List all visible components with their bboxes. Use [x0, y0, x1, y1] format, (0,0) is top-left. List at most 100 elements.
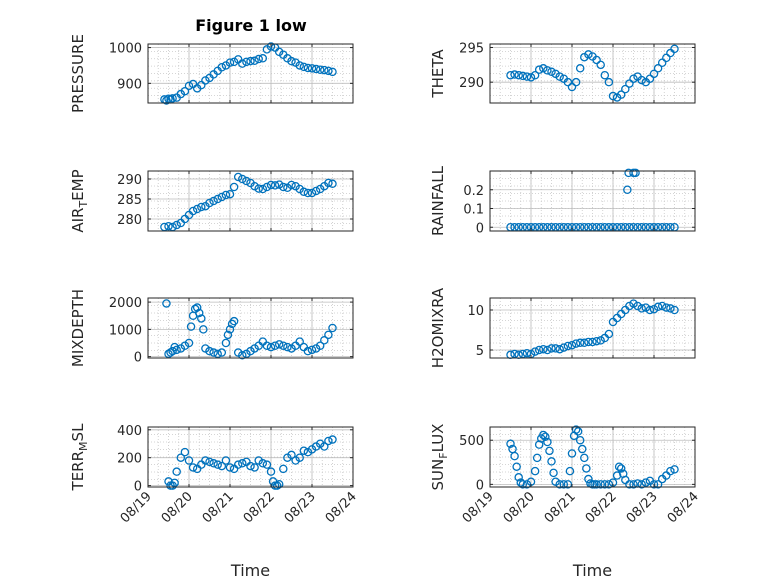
subplot-6: 5 10 H2OMIXRA [429, 287, 696, 368]
data-point [567, 449, 577, 458]
data-point [192, 204, 202, 214]
axes-box [147, 297, 354, 359]
data-series [506, 425, 679, 489]
data-point [596, 336, 605, 345]
data-point [299, 62, 309, 72]
subplot-4: 0 0.1 0.2 RAINFALL [429, 165, 696, 236]
data-point [559, 343, 569, 352]
data-point [510, 451, 519, 461]
data-point [514, 473, 523, 482]
data-point [238, 459, 247, 468]
data-point [172, 220, 181, 230]
data-point [307, 64, 317, 73]
data-point [662, 53, 671, 63]
y-axis-label: TERRMSL [69, 423, 90, 492]
y-tick-label: 0 [134, 480, 142, 495]
data-point [633, 301, 642, 311]
y-axis-label: AIRTEMP [69, 169, 90, 232]
data-point [266, 180, 276, 190]
data-point [221, 338, 231, 348]
data-point [518, 480, 528, 489]
data-point [532, 453, 542, 463]
y-tick-label: 10 [467, 304, 484, 319]
data-point [162, 299, 171, 308]
data-point [315, 341, 325, 350]
data-point [287, 180, 296, 190]
data-point [311, 64, 321, 74]
data-point [629, 74, 638, 83]
data-point [197, 202, 206, 212]
data-point [328, 435, 337, 444]
data-point [512, 462, 521, 471]
data-point [547, 344, 556, 353]
data-point [547, 67, 556, 77]
y-tick-label: 1000 [109, 42, 142, 57]
data-point [526, 73, 536, 82]
data-point [295, 61, 304, 70]
data-series [164, 435, 337, 490]
data-point [653, 302, 663, 312]
data-series [506, 299, 679, 360]
data-point [582, 464, 591, 473]
data-point [258, 184, 268, 194]
y-tick-label: 5 [476, 344, 484, 359]
subplot-1: 900 1000 PRESSURE [69, 34, 354, 113]
data-point [184, 338, 194, 348]
y-tick-label: 285 [117, 193, 142, 208]
data-point [522, 72, 532, 81]
subplot-3: 280 285 290 AIRTEMP [69, 169, 354, 233]
y-tick-label: 0.1 [463, 203, 484, 218]
data-point [625, 480, 634, 489]
data-point [225, 463, 235, 472]
data-point [184, 456, 194, 465]
data-point [279, 182, 288, 192]
data-point [328, 179, 337, 189]
y-axis-label: H2OMIXRA [429, 287, 447, 368]
data-point [254, 54, 263, 64]
data-point [238, 351, 247, 360]
data-point [274, 479, 284, 489]
data-point [205, 457, 214, 467]
data-point [575, 435, 585, 445]
data-point [242, 57, 251, 67]
data-point [320, 65, 329, 75]
axes-box [489, 297, 696, 359]
y-axis-label-rest: EMP [69, 169, 87, 200]
data-point [303, 346, 313, 356]
y-axis-label-sub: F [437, 452, 450, 458]
data-point [623, 185, 632, 194]
data-point [223, 330, 233, 340]
data-point [272, 481, 282, 490]
data-point [657, 58, 667, 67]
x-axis-label: Time [230, 561, 270, 580]
data-point [637, 75, 646, 85]
data-point [246, 461, 255, 471]
data-point [543, 437, 552, 447]
y-tick-label: 900 [117, 77, 142, 92]
data-point [641, 478, 651, 487]
data-point [645, 74, 655, 83]
data-point [510, 70, 519, 79]
data-point [168, 94, 177, 103]
data-point [250, 463, 259, 472]
data-point [575, 338, 585, 348]
data-point [514, 70, 523, 80]
axes-box [147, 170, 354, 232]
data-point [324, 330, 333, 340]
data-point [180, 86, 190, 96]
data-point [315, 65, 325, 74]
data-point [629, 480, 638, 489]
data-point [225, 189, 235, 199]
data-series [160, 172, 337, 232]
data-point [584, 474, 593, 484]
grid [489, 171, 696, 231]
data-point [213, 194, 222, 204]
y-axis-label-rest: SL [69, 423, 87, 442]
data-point [612, 471, 622, 480]
data-point [279, 341, 288, 350]
data-point [221, 456, 231, 465]
data-point [186, 322, 196, 331]
data-point [534, 65, 544, 74]
data-point [565, 466, 575, 476]
data-point [274, 340, 284, 349]
